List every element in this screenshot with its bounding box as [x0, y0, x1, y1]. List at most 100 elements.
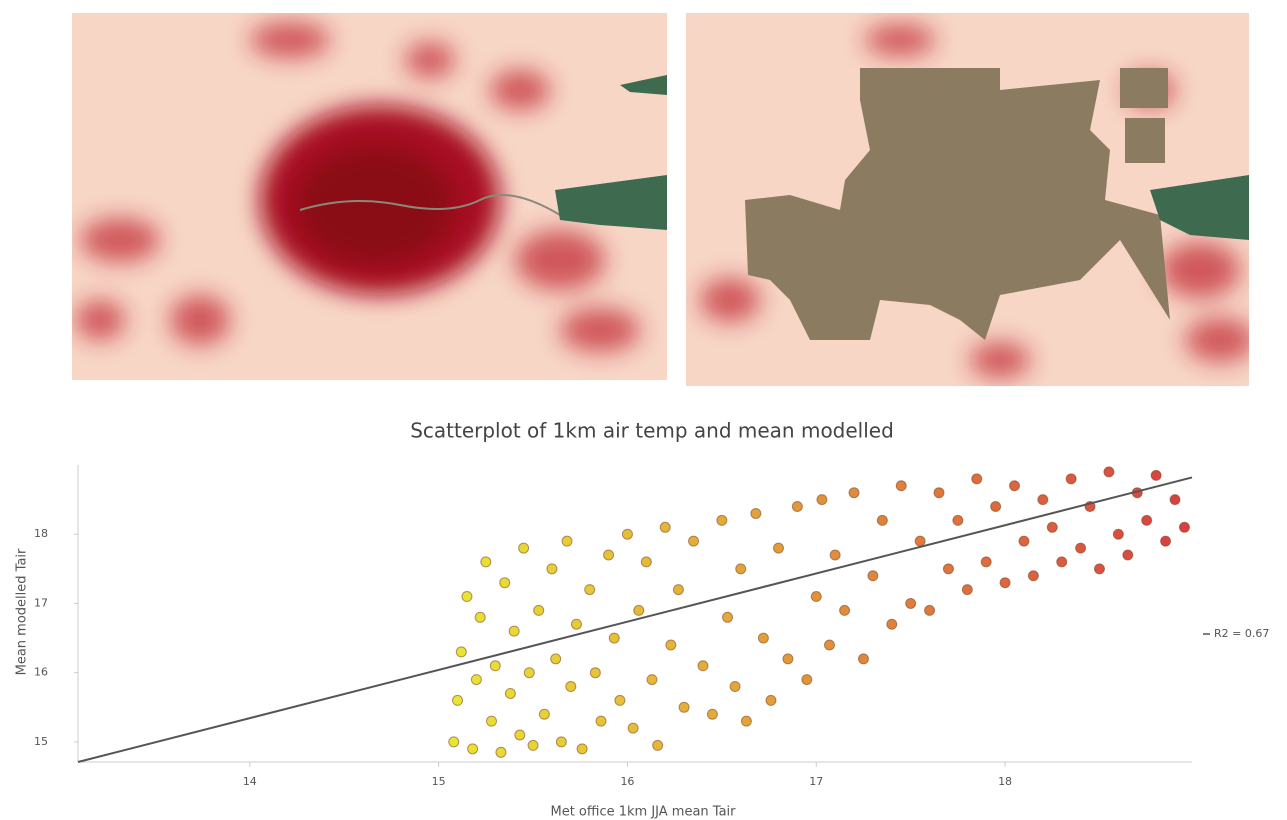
point — [772, 542, 784, 554]
point — [646, 674, 658, 686]
point — [980, 556, 992, 568]
point — [722, 611, 734, 623]
point — [1065, 473, 1077, 485]
point — [961, 584, 973, 596]
y-tick-label: 16 — [34, 666, 48, 679]
point — [589, 667, 601, 679]
point — [1169, 494, 1181, 506]
x-tick-label: 17 — [809, 775, 823, 788]
point — [640, 556, 652, 568]
point — [678, 701, 690, 713]
point — [1009, 480, 1021, 492]
point — [470, 674, 482, 686]
point — [729, 681, 741, 693]
point — [839, 604, 851, 616]
point — [489, 660, 501, 672]
point — [550, 653, 562, 665]
point — [608, 632, 620, 644]
point — [816, 494, 828, 506]
point — [603, 549, 615, 561]
point — [652, 739, 664, 751]
point — [848, 487, 860, 499]
point — [1103, 466, 1115, 478]
map-left — [72, 13, 667, 380]
point — [829, 549, 841, 561]
point — [1150, 469, 1162, 481]
point — [1075, 542, 1087, 554]
y-tick-label: 15 — [34, 735, 48, 748]
point — [527, 739, 539, 751]
point — [688, 535, 700, 547]
point — [565, 681, 577, 693]
point — [952, 514, 964, 526]
point — [933, 487, 945, 499]
x-tick-label: 15 — [432, 775, 446, 788]
point — [665, 639, 677, 651]
point — [1112, 528, 1124, 540]
point — [570, 618, 582, 630]
point — [1141, 514, 1153, 526]
point — [538, 708, 550, 720]
point — [1056, 556, 1068, 568]
point — [627, 722, 639, 734]
point — [990, 501, 1002, 513]
point — [1093, 563, 1105, 575]
point — [467, 743, 479, 755]
point — [452, 694, 464, 706]
point — [801, 674, 813, 686]
point — [555, 736, 567, 748]
point — [672, 584, 684, 596]
point — [584, 584, 596, 596]
x-tick-label: 14 — [243, 775, 257, 788]
point — [716, 514, 728, 526]
point — [448, 736, 460, 748]
point — [999, 577, 1011, 589]
point — [495, 746, 507, 758]
point — [876, 514, 888, 526]
x-axis-label: Met office 1km JJA mean Tair — [550, 805, 736, 820]
point — [533, 604, 545, 616]
point — [757, 632, 769, 644]
point — [595, 715, 607, 727]
point — [480, 556, 492, 568]
point — [905, 597, 917, 609]
point — [1160, 535, 1172, 547]
point — [546, 563, 558, 575]
point — [1018, 535, 1030, 547]
x-tick-label: 18 — [998, 775, 1012, 788]
point — [621, 528, 633, 540]
point — [1046, 521, 1058, 533]
point — [740, 715, 752, 727]
point — [576, 743, 588, 755]
point — [697, 660, 709, 672]
point — [561, 535, 573, 547]
y-tick-label: 17 — [34, 596, 48, 609]
y-axis-label: Mean modelled Tair — [15, 548, 30, 675]
trendline — [77, 476, 1193, 763]
point — [1178, 521, 1190, 533]
point — [1027, 570, 1039, 582]
point — [455, 646, 467, 658]
point — [633, 604, 645, 616]
map-right — [686, 13, 1249, 386]
point — [895, 480, 907, 492]
point — [735, 563, 747, 575]
point — [659, 521, 671, 533]
point — [867, 570, 879, 582]
point — [765, 694, 777, 706]
point — [942, 563, 954, 575]
point — [1037, 494, 1049, 506]
point — [706, 708, 718, 720]
point — [499, 577, 511, 589]
point — [924, 604, 936, 616]
point — [514, 729, 526, 741]
y-tick-label: 18 — [34, 527, 48, 540]
point — [886, 618, 898, 630]
legend-label: R2 = 0.67 — [1214, 627, 1269, 640]
point — [504, 687, 516, 699]
point — [486, 715, 498, 727]
x-tick-label: 16 — [620, 775, 634, 788]
chart-title: Scatterplot of 1km air temp and mean mod… — [410, 419, 894, 443]
point — [791, 501, 803, 513]
